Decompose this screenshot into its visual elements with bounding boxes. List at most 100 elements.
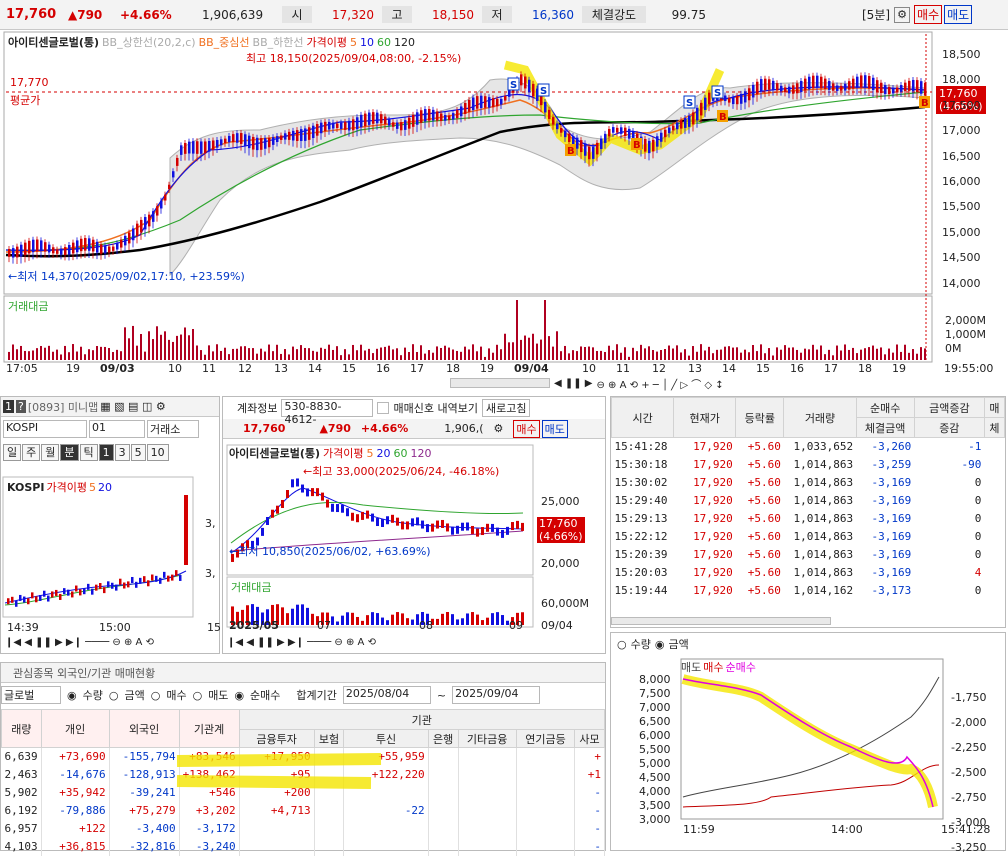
mini-candle xyxy=(115,584,118,591)
zoom-icon[interactable]: ⊖ ⊕ A ⟲ + ─ │ ╱ ▷ ⌒ ◇ ↕ xyxy=(596,379,724,391)
candle-body xyxy=(68,245,71,255)
play-icon[interactable]: ◀ ❚❚ ▶ xyxy=(554,377,593,389)
date-to-input[interactable]: 2025/09/04 xyxy=(452,686,541,704)
volume-bar xyxy=(272,351,274,360)
investor-cell xyxy=(516,747,576,766)
tab-investor-flow[interactable]: 관심종목 외국인/기관 매매현황 xyxy=(13,666,156,680)
tick-cell: +5.60 xyxy=(747,566,781,579)
investor-cell xyxy=(428,765,459,784)
volume-bar xyxy=(436,346,438,360)
help-icon[interactable]: ? xyxy=(16,400,26,413)
amount-radio[interactable]: ◉ xyxy=(654,637,665,651)
account-select[interactable]: 530-8830-4612- xyxy=(281,399,374,426)
buy-button[interactable]: 매수 xyxy=(914,5,943,24)
period-5[interactable]: 5 xyxy=(130,443,146,461)
daily-candle xyxy=(396,517,399,526)
volume-bar xyxy=(472,344,474,360)
period-1[interactable]: 1 xyxy=(98,443,114,461)
date-from-input[interactable]: 2025/08/04 xyxy=(342,686,431,704)
candle-body xyxy=(840,85,843,91)
chart-scrollbar[interactable] xyxy=(450,378,550,388)
interval-selector[interactable]: [5분] xyxy=(862,8,891,22)
volume-bar xyxy=(780,349,782,360)
main-chart-svg[interactable]: S S B B S S B B xyxy=(0,30,1008,392)
mid-sell-button[interactable]: 매도 xyxy=(541,419,568,438)
low-price: 16,360 xyxy=(532,7,574,22)
period-10[interactable]: 10 xyxy=(146,443,169,461)
period-tabs[interactable]: 일 주 월 분 틱 1 3 5 10 xyxy=(1,441,219,463)
amount-change-select[interactable]: 금액증감 xyxy=(913,397,985,418)
volume-bar xyxy=(320,347,322,360)
candle-body xyxy=(740,93,743,104)
volume-bar xyxy=(896,344,898,360)
volume-bar xyxy=(724,346,726,360)
mini-candle xyxy=(119,578,122,585)
toolbar-icons[interactable]: ▦ ▧ ▤ ◫ ⚙ xyxy=(100,400,166,413)
period-3[interactable]: 3 xyxy=(114,443,130,461)
svg-text:S: S xyxy=(686,98,693,109)
candle-body xyxy=(364,113,367,127)
tick-cell: +5.60 xyxy=(747,512,781,525)
volume-bar xyxy=(888,348,890,360)
last-price-tag: 17,760 (4.66%) xyxy=(936,86,986,114)
candle-body xyxy=(872,77,875,90)
settings-gear-icon[interactable]: ⚙ xyxy=(894,6,911,23)
candle-body xyxy=(804,78,807,91)
volume-bar xyxy=(592,347,594,360)
refresh-button[interactable]: 새로고침 xyxy=(481,399,531,417)
qty-radio[interactable]: ○ xyxy=(617,637,627,651)
signal-history-label[interactable]: 매매신호 내역보기 xyxy=(393,402,478,415)
period-tick[interactable]: 틱 xyxy=(79,443,98,461)
flow-left-axis: 8,000 7,500 7,000 6,500 6,000 5,500 5,000 4,500… xyxy=(639,673,671,826)
volume-bar xyxy=(48,345,50,360)
tick-cell: 0 xyxy=(974,548,982,561)
candle-body xyxy=(136,223,139,237)
volume-bar xyxy=(140,334,142,360)
index-code-input[interactable]: 01 xyxy=(89,420,145,438)
daily-candle xyxy=(386,516,389,525)
period-month[interactable]: 월 xyxy=(41,443,60,461)
mini-candle xyxy=(43,590,46,597)
current-price: 17,760 xyxy=(6,7,57,22)
daily-candle xyxy=(336,504,339,513)
daily-candle xyxy=(286,490,289,499)
mini-candle xyxy=(23,596,26,603)
candle-body xyxy=(528,79,531,93)
daily-volume-bar xyxy=(231,606,234,625)
tick-scrollbar[interactable] xyxy=(611,617,831,625)
volume-bar xyxy=(360,344,362,360)
index-select[interactable]: KOSPI xyxy=(3,420,87,438)
volume-bar xyxy=(708,346,710,360)
investor-cell: -155,794 xyxy=(109,747,180,766)
period-week[interactable]: 주 xyxy=(22,443,41,461)
candle-body xyxy=(104,245,107,254)
volume-bar xyxy=(784,345,786,360)
volume-bar xyxy=(908,352,910,360)
sell-button[interactable]: 매도 xyxy=(944,5,973,24)
gear-icon[interactable]: ⚙ xyxy=(493,422,504,435)
chart-toolbar[interactable]: ◀ ❚❚ ▶ ⊖ ⊕ A ⟲ + ─ │ ╱ ▷ ⌒ ◇ ↕ xyxy=(450,377,930,391)
candle-body xyxy=(648,140,651,154)
signal-checkbox[interactable] xyxy=(377,402,390,414)
candle-body xyxy=(160,200,163,209)
investor-cell xyxy=(516,783,576,802)
mid-buy-button[interactable]: 매수 xyxy=(513,419,540,438)
candle-body xyxy=(920,81,923,94)
volume-bar xyxy=(608,345,610,360)
mini-candle xyxy=(63,588,66,595)
tick-cell: +5.60 xyxy=(747,476,781,489)
exchange-button[interactable]: 거래소 xyxy=(147,420,199,438)
candle-body xyxy=(448,115,451,121)
volume-bar xyxy=(620,352,622,360)
period-minute[interactable]: 분 xyxy=(60,443,79,461)
minimap-controls[interactable]: ❙◀ ◀ ❚❚ ▶ ▶❙ ──── ⊖ ⊕ A ⟲ xyxy=(5,637,154,648)
volume-bar xyxy=(556,331,558,360)
candle-body xyxy=(212,140,215,150)
mini-candle xyxy=(163,571,166,578)
candle-body xyxy=(236,133,239,143)
daily-candle xyxy=(441,519,444,528)
candle-body xyxy=(168,184,171,190)
period-day[interactable]: 일 xyxy=(3,443,22,461)
mid-controls[interactable]: ❙◀ ◀ ❚❚ ▶ ▶❙ ──── ⊖ ⊕ A ⟲ xyxy=(227,637,376,648)
daily-volume-bar xyxy=(356,616,359,625)
